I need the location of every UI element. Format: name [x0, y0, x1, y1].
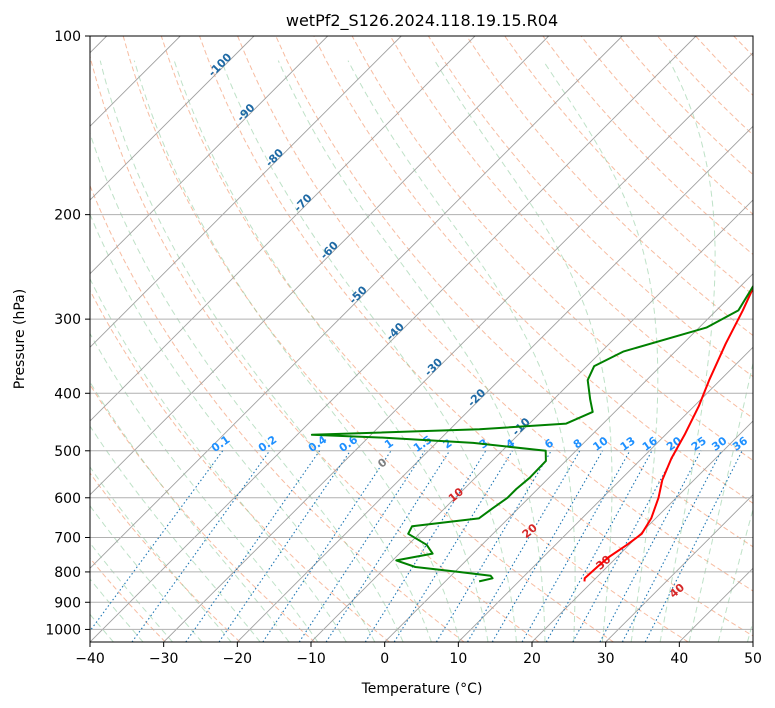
y-tick-label: 500	[54, 444, 81, 460]
moist-adiabat-line	[90, 213, 376, 642]
moist-adiabat-line	[173, 60, 489, 642]
mixing-ratio-line	[218, 450, 351, 642]
dry-adiabat-line	[90, 472, 241, 642]
moist-adiabat-line	[90, 578, 144, 642]
moist-adiabat-line	[434, 60, 613, 642]
isotherm-line	[236, 125, 753, 642]
isotherm-line	[310, 199, 753, 642]
moist-adiabat-line	[717, 507, 753, 642]
dry-adiabat-line	[90, 184, 465, 642]
dry-adiabat-line	[90, 557, 166, 642]
y-tick-label: 900	[54, 595, 81, 611]
dewpoint-profile-line	[310, 284, 753, 583]
mixing-ratio-line	[435, 450, 552, 642]
y-tick-label: 600	[54, 491, 81, 507]
isotherm-line	[90, 36, 476, 422]
moist-adiabat-line	[659, 60, 716, 642]
dry-adiabat-line	[199, 36, 753, 637]
dry-adiabat-line	[90, 289, 390, 642]
moist-adiabat-line	[90, 425, 261, 642]
x-axis-label: Temperature (°C)	[361, 681, 483, 697]
y-axis-ticks: 100 200 300 400 500 600 700 800 900 1000	[45, 29, 90, 638]
isotherm-line	[90, 36, 550, 496]
mixing-ratio-line	[185, 450, 321, 642]
mixing-ratio-line	[491, 450, 603, 642]
x-tick-label: 10	[449, 651, 467, 667]
x-tick-label: 30	[597, 651, 615, 667]
isotherm-line	[90, 36, 697, 642]
y-tick-label: 400	[54, 386, 81, 402]
isotherm-line	[90, 36, 402, 348]
dry-adiabat-line	[90, 54, 540, 642]
y-axis-label: Pressure (hPa)	[12, 289, 28, 389]
chart-title: wetPf2_S126.2024.118.19.15.R04	[286, 11, 558, 31]
y-tick-label: 800	[54, 565, 81, 581]
dry-adiabat-line	[122, 36, 614, 642]
moist-adiabat-line	[133, 60, 461, 642]
moist-adiabat-line	[90, 332, 319, 642]
x-tick-label: −30	[149, 651, 179, 667]
temperature-profile-line	[583, 285, 753, 582]
mixing-ratio-line	[131, 450, 271, 642]
moist-adiabat-line	[90, 466, 232, 642]
moist-adiabat-line	[347, 60, 576, 642]
isotherm-line	[163, 52, 753, 642]
x-tick-label: 40	[670, 651, 688, 667]
dry-adiabat-line	[427, 36, 753, 378]
y-tick-label: 300	[54, 312, 81, 328]
x-tick-label: −10	[296, 651, 326, 667]
mixing-ratio-line	[599, 450, 702, 642]
mixing-ratio-line	[393, 450, 513, 642]
mixing-ratio-line	[545, 450, 653, 642]
dry-adiabat-line	[504, 36, 753, 296]
mixing-ratio-line	[364, 450, 487, 642]
x-tick-label: 0	[380, 651, 389, 667]
isotherm-line	[90, 36, 329, 275]
dry-adiabat-line	[237, 36, 753, 592]
y-tick-label: 200	[54, 208, 81, 224]
y-tick-label: 1000	[45, 622, 81, 638]
dry-adiabat-line	[351, 36, 753, 462]
isotherm-line	[605, 494, 753, 642]
plot-frame	[89, 35, 754, 643]
isotherm-line	[457, 346, 753, 642]
x-axis-ticks: −40 −30 −20 −10 0 10 20 30 40 50	[75, 642, 762, 667]
x-tick-label: 50	[744, 651, 762, 667]
y-tick-label: 700	[54, 531, 81, 547]
x-tick-label: 20	[523, 651, 541, 667]
dry-adiabat-line	[275, 36, 753, 548]
mixing-ratio-line	[521, 450, 631, 642]
moist-adiabat-line	[542, 60, 659, 642]
x-tick-label: −20	[223, 651, 253, 667]
moist-adiabat-line	[90, 542, 173, 642]
moist-adiabat-line	[90, 131, 404, 642]
moist-adiabat-line	[688, 361, 753, 642]
x-tick-label: −40	[75, 651, 105, 667]
moist-adiabat-line	[90, 277, 347, 642]
isotherm-line	[90, 36, 623, 569]
background-lines	[90, 36, 753, 642]
moist-adiabat-line	[99, 60, 432, 642]
profiles	[310, 284, 753, 583]
y-tick-label: 100	[54, 29, 81, 45]
mixing-ratio-line	[467, 450, 581, 642]
moist-adiabat-line	[90, 504, 203, 642]
dry-adiabat-line	[160, 36, 689, 642]
moist-adiabat-line	[220, 60, 517, 642]
isotherm-line	[384, 273, 753, 642]
moist-adiabat-line	[277, 60, 546, 642]
isotherm-line	[90, 36, 255, 201]
moist-adiabat-line	[90, 381, 290, 642]
